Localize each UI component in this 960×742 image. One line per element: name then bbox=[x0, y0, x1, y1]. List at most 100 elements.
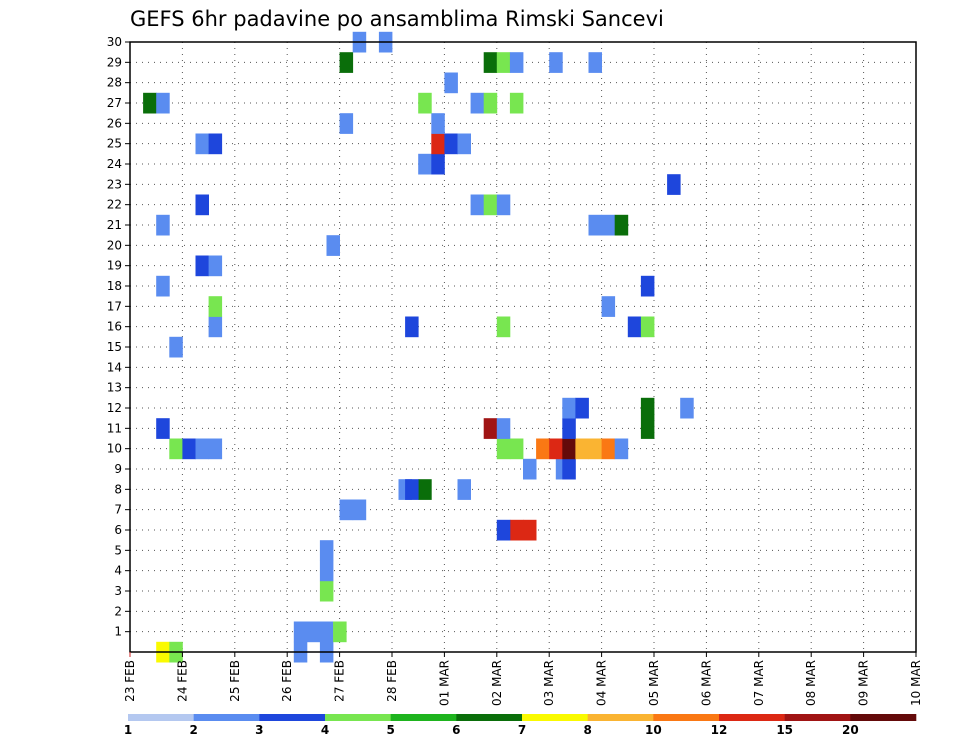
precip-cell bbox=[509, 92, 524, 114]
y-tick-label: 19 bbox=[107, 259, 122, 273]
precip-cell bbox=[418, 479, 432, 500]
precip-cell bbox=[640, 275, 655, 297]
x-tick-label: 02 MAR bbox=[490, 660, 504, 706]
precip-cell bbox=[405, 479, 419, 500]
precip-cell bbox=[195, 194, 209, 216]
x-tick-label: 01 MAR bbox=[437, 660, 451, 706]
precip-cell bbox=[470, 92, 485, 114]
plot-frame bbox=[129, 41, 917, 653]
precip-cell bbox=[156, 92, 170, 114]
y-tick-label: 16 bbox=[107, 320, 122, 334]
precip-cell bbox=[588, 52, 602, 73]
colorbar-label: 5 bbox=[386, 723, 394, 737]
precip-cell bbox=[169, 438, 183, 460]
colorbar-label: 2 bbox=[189, 723, 197, 737]
precip-cell bbox=[457, 133, 471, 155]
data-cells bbox=[143, 31, 694, 663]
y-tick-label: 12 bbox=[107, 401, 122, 415]
y-tick-label: 17 bbox=[107, 299, 122, 313]
precip-cell bbox=[182, 438, 196, 460]
precip-cell bbox=[444, 72, 458, 94]
precip-cell bbox=[457, 479, 471, 500]
y-tick-label: 14 bbox=[107, 360, 122, 374]
y-tick-label: 2 bbox=[114, 604, 122, 618]
precip-cell bbox=[601, 296, 616, 317]
precip-cell bbox=[405, 316, 419, 338]
x-tick-label: 03 MAR bbox=[542, 660, 556, 706]
colorbar: 1 2 3 4 5 6 7 8 10 12 15 20 bbox=[124, 714, 917, 737]
chart-title: GEFS 6hr padavine po ansamblima Rimski S… bbox=[130, 7, 664, 31]
precip-cell bbox=[575, 438, 589, 460]
y-tick-label: 11 bbox=[107, 421, 122, 435]
colorbar-label: 3 bbox=[255, 723, 263, 737]
precip-cell bbox=[640, 397, 655, 419]
x-tick-label: 04 MAR bbox=[595, 660, 609, 706]
precip-cell bbox=[496, 52, 511, 73]
precip-cell bbox=[293, 621, 308, 643]
colorbar-label: 10 bbox=[645, 723, 662, 737]
precip-cell bbox=[431, 133, 445, 155]
precip-cell bbox=[523, 519, 537, 541]
precip-cell bbox=[208, 255, 223, 277]
y-tick-label: 7 bbox=[114, 503, 122, 517]
x-tick-label: 26 FEB bbox=[280, 660, 294, 702]
precip-cell bbox=[156, 275, 170, 297]
precip-cell bbox=[195, 438, 209, 460]
precip-cell bbox=[208, 133, 223, 155]
colorbar-segment bbox=[259, 714, 326, 721]
y-tick-label: 22 bbox=[107, 198, 122, 212]
y-tick-label: 20 bbox=[107, 238, 122, 252]
precip-cell bbox=[333, 621, 347, 643]
x-tick-label: 24 FEB bbox=[175, 660, 189, 702]
y-tick-label: 6 bbox=[114, 523, 122, 537]
precip-cell bbox=[319, 540, 334, 561]
precip-cell bbox=[483, 194, 498, 216]
precip-cell bbox=[208, 316, 223, 338]
y-tick-label: 1 bbox=[114, 625, 122, 639]
precip-cell bbox=[509, 438, 524, 460]
precip-cell bbox=[483, 52, 498, 73]
y-tick-label: 18 bbox=[107, 279, 122, 293]
precip-cell bbox=[667, 174, 681, 195]
x-tick-label: 25 FEB bbox=[228, 660, 242, 702]
precip-cell bbox=[614, 214, 629, 236]
colorbar-label: 1 bbox=[124, 723, 132, 737]
precip-cell bbox=[319, 560, 334, 582]
colorbar-segment bbox=[719, 714, 785, 721]
precip-cell bbox=[549, 438, 563, 460]
y-tick-label: 21 bbox=[107, 218, 122, 232]
precip-cell bbox=[431, 113, 445, 134]
precip-cell bbox=[208, 438, 223, 460]
colorbar-label: 7 bbox=[518, 723, 526, 737]
precip-cell bbox=[496, 418, 511, 439]
y-tick-label: 3 bbox=[114, 584, 122, 598]
y-tick-label: 5 bbox=[114, 543, 122, 557]
x-tick-label: 08 MAR bbox=[804, 660, 818, 706]
precip-cell bbox=[509, 519, 524, 541]
precip-cell bbox=[208, 296, 223, 317]
precip-cell bbox=[496, 519, 511, 541]
colorbar-segment bbox=[325, 714, 391, 721]
x-tick-label: 10 MAR bbox=[909, 660, 923, 706]
y-tick-label: 9 bbox=[114, 462, 122, 476]
precip-cell bbox=[143, 92, 157, 114]
precip-cell bbox=[562, 438, 576, 460]
colorbar-segment bbox=[587, 714, 654, 721]
precip-cell bbox=[601, 214, 616, 236]
x-tick-label: 07 MAR bbox=[752, 660, 766, 706]
colorbar-segment bbox=[456, 714, 523, 721]
y-tick-label: 8 bbox=[114, 482, 122, 496]
colorbar-segment bbox=[128, 714, 194, 721]
colorbar-segment bbox=[390, 714, 457, 721]
precip-cell bbox=[306, 621, 321, 643]
precip-cell bbox=[326, 235, 340, 256]
precip-cell bbox=[496, 316, 511, 338]
precip-cell bbox=[319, 580, 334, 602]
y-tick-label: 27 bbox=[107, 96, 122, 110]
y-axis: 1234567891011121314151617181920212223242… bbox=[107, 35, 130, 639]
precip-cell bbox=[588, 214, 602, 236]
precip-cell bbox=[536, 438, 550, 460]
y-tick-label: 4 bbox=[114, 564, 122, 578]
precip-cell bbox=[562, 397, 576, 419]
y-tick-label: 13 bbox=[107, 381, 122, 395]
